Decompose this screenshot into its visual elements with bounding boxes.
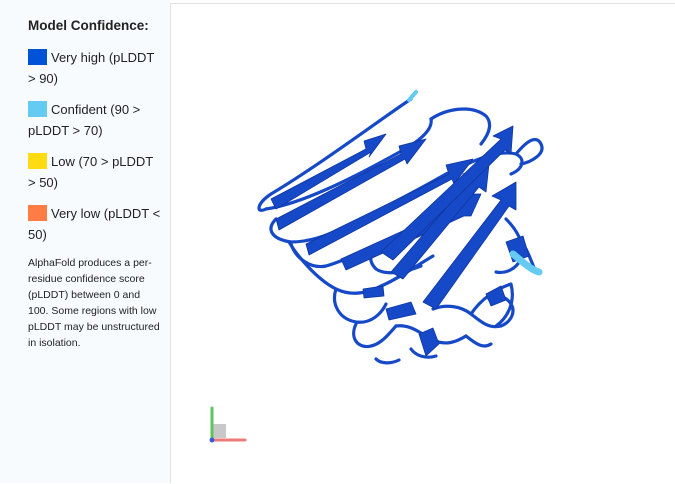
protein-structure-render[interactable] bbox=[171, 4, 675, 484]
legend-item-low: Low (70 > pLDDT > 50) bbox=[28, 151, 162, 193]
very-high-swatch bbox=[28, 49, 47, 65]
legend-item-confident: Confident (90 > pLDDT > 70) bbox=[28, 99, 162, 141]
structure-viewer[interactable] bbox=[170, 3, 675, 483]
legend-label-low: Low (70 > pLDDT > 50) bbox=[28, 154, 154, 190]
legend-label-confident: Confident (90 > pLDDT > 70) bbox=[28, 102, 141, 138]
beta-strand-1 bbox=[270, 133, 387, 210]
small-strand-3 bbox=[418, 327, 440, 357]
small-strand-4 bbox=[485, 285, 507, 307]
legend-label-very-low: Very low (pLDDT < 50) bbox=[28, 206, 161, 242]
legend-item-very-high: Very high (pLDDT > 90) bbox=[28, 47, 162, 89]
z-axis-point bbox=[209, 437, 215, 443]
confident-region bbox=[407, 90, 543, 276]
confident-helix bbox=[509, 250, 543, 276]
legend-label-very-high: Very high (pLDDT > 90) bbox=[28, 50, 155, 86]
legend-title: Model Confidence: bbox=[28, 18, 149, 33]
axes-origin-box bbox=[212, 424, 226, 438]
legend-note: AlphaFold produces a per-residue confide… bbox=[28, 257, 160, 349]
small-strand-2 bbox=[385, 301, 417, 321]
beta-strand-3 bbox=[305, 158, 474, 256]
confident-tail bbox=[407, 90, 418, 102]
beta-strand-2 bbox=[275, 138, 427, 231]
confidence-legend: Model Confidence: Very high (pLDDT > 90)… bbox=[0, 0, 170, 483]
small-strand-1 bbox=[362, 285, 385, 299]
beta-sheets bbox=[270, 125, 530, 357]
very-low-swatch bbox=[28, 205, 47, 221]
beta-strand-7 bbox=[380, 125, 514, 261]
low-swatch bbox=[28, 153, 47, 169]
legend-item-very-low: Very low (pLDDT < 50) bbox=[28, 203, 162, 245]
beta-strand-6 bbox=[422, 181, 517, 310]
confident-swatch bbox=[28, 101, 47, 117]
xyz-axes-icon bbox=[209, 406, 247, 443]
